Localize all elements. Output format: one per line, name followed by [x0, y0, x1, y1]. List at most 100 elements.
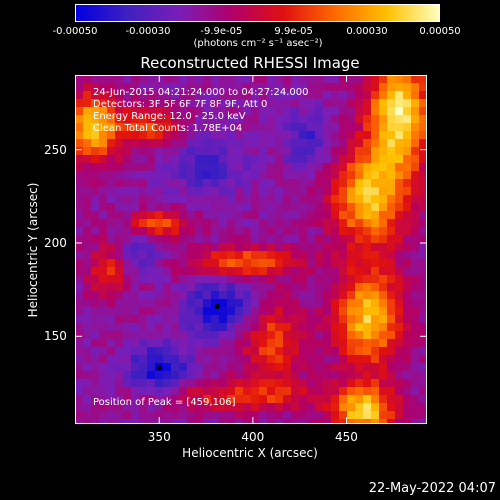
heatmap-cell [291, 403, 300, 412]
heatmap-cell [131, 299, 140, 308]
heatmap-cell [243, 379, 252, 388]
heatmap-cell [315, 235, 324, 244]
heatmap-cell [219, 163, 228, 172]
heatmap-cell [291, 131, 300, 140]
heatmap-cell [419, 179, 427, 188]
heatmap-cell [179, 411, 188, 420]
heatmap-cell [315, 163, 324, 172]
heatmap-cell [203, 275, 212, 284]
heatmap-cell [155, 355, 164, 364]
heatmap-cell [187, 387, 196, 396]
heatmap-cell [147, 267, 156, 276]
heatmap-cell [155, 347, 164, 356]
heatmap-cell [371, 235, 380, 244]
heatmap-cell [387, 283, 396, 292]
heatmap-cell [91, 155, 100, 164]
heatmap-cell [155, 179, 164, 188]
heatmap-cell [307, 323, 316, 332]
heatmap-cell [155, 99, 164, 108]
heatmap-cell [235, 179, 244, 188]
heatmap-cell [331, 179, 340, 188]
heatmap-cell [235, 315, 244, 324]
heatmap-cell [243, 139, 252, 148]
heatmap-cell [339, 163, 348, 172]
heatmap-cell [235, 395, 244, 404]
heatmap-cell [307, 299, 316, 308]
heatmap-cell [203, 147, 212, 156]
heatmap-cell [355, 211, 364, 220]
heatmap-cell [275, 283, 284, 292]
heatmap-cell [211, 307, 220, 316]
heatmap-cell [123, 211, 132, 220]
heatmap-cell [75, 355, 84, 364]
heatmap-cell [259, 315, 268, 324]
heatmap-cell [203, 395, 212, 404]
heatmap-cell [275, 171, 284, 180]
heatmap-cell [203, 347, 212, 356]
heatmap-cell [251, 243, 260, 252]
heatmap-cell [107, 75, 116, 84]
heatmap-cell [83, 83, 92, 92]
heatmap-cell [419, 195, 427, 204]
heatmap-cell [259, 179, 268, 188]
heatmap-cell [243, 347, 252, 356]
heatmap-cell [419, 355, 427, 364]
heatmap-cell [163, 147, 172, 156]
heatmap-cell [331, 155, 340, 164]
heatmap-cell [75, 251, 84, 260]
heatmap-cell [275, 107, 284, 116]
heatmap-cell [203, 91, 212, 100]
heatmap-cell [363, 163, 372, 172]
heatmap-cell [379, 339, 388, 348]
heatmap-cell [131, 307, 140, 316]
heatmap-cell [163, 419, 172, 424]
heatmap-cell [411, 299, 420, 308]
heatmap-cell [403, 395, 412, 404]
heatmap-cell [331, 171, 340, 180]
heatmap-cell [219, 347, 228, 356]
heatmap-cell [99, 131, 108, 140]
heatmap-cell [411, 187, 420, 196]
heatmap-cell [227, 275, 236, 284]
heatmap-cell [395, 411, 404, 420]
heatmap-cell [291, 283, 300, 292]
heatmap-cell [195, 251, 204, 260]
heatmap-cell [275, 251, 284, 260]
heatmap-cell [123, 243, 132, 252]
heatmap-cell [155, 411, 164, 420]
heatmap-cell [99, 203, 108, 212]
heatmap-cell [251, 355, 260, 364]
heatmap-cell [291, 227, 300, 236]
heatmap-cell [387, 107, 396, 116]
heatmap-cell [179, 331, 188, 340]
heatmap-cell [155, 371, 164, 380]
heatmap-cell [187, 307, 196, 316]
heatmap-cell [107, 219, 116, 228]
heatmap-cell [115, 99, 124, 108]
heatmap-cell [307, 267, 316, 276]
heatmap-cell [75, 403, 84, 412]
heatmap-cell [115, 379, 124, 388]
heatmap-cell [379, 275, 388, 284]
heatmap-cell [179, 107, 188, 116]
heatmap-cell [99, 403, 108, 412]
heatmap-cell [171, 347, 180, 356]
heatmap-cell [91, 387, 100, 396]
heatmap-cell [371, 83, 380, 92]
heatmap-cell [115, 139, 124, 148]
heatmap-cell [347, 395, 356, 404]
heatmap-cell [379, 115, 388, 124]
heatmap-cell [243, 355, 252, 364]
heatmap-cell [83, 99, 92, 108]
heatmap-cell [91, 171, 100, 180]
heatmap-cell [387, 211, 396, 220]
heatmap-cell [395, 259, 404, 268]
heatmap-cell [107, 371, 116, 380]
heatmap-cell [283, 155, 292, 164]
heatmap-cell [179, 243, 188, 252]
heatmap-cell [195, 131, 204, 140]
heatmap-cell [75, 211, 84, 220]
heatmap-cell [195, 419, 204, 424]
y-tick-label: 200 [44, 235, 67, 250]
heatmap-cell [195, 243, 204, 252]
